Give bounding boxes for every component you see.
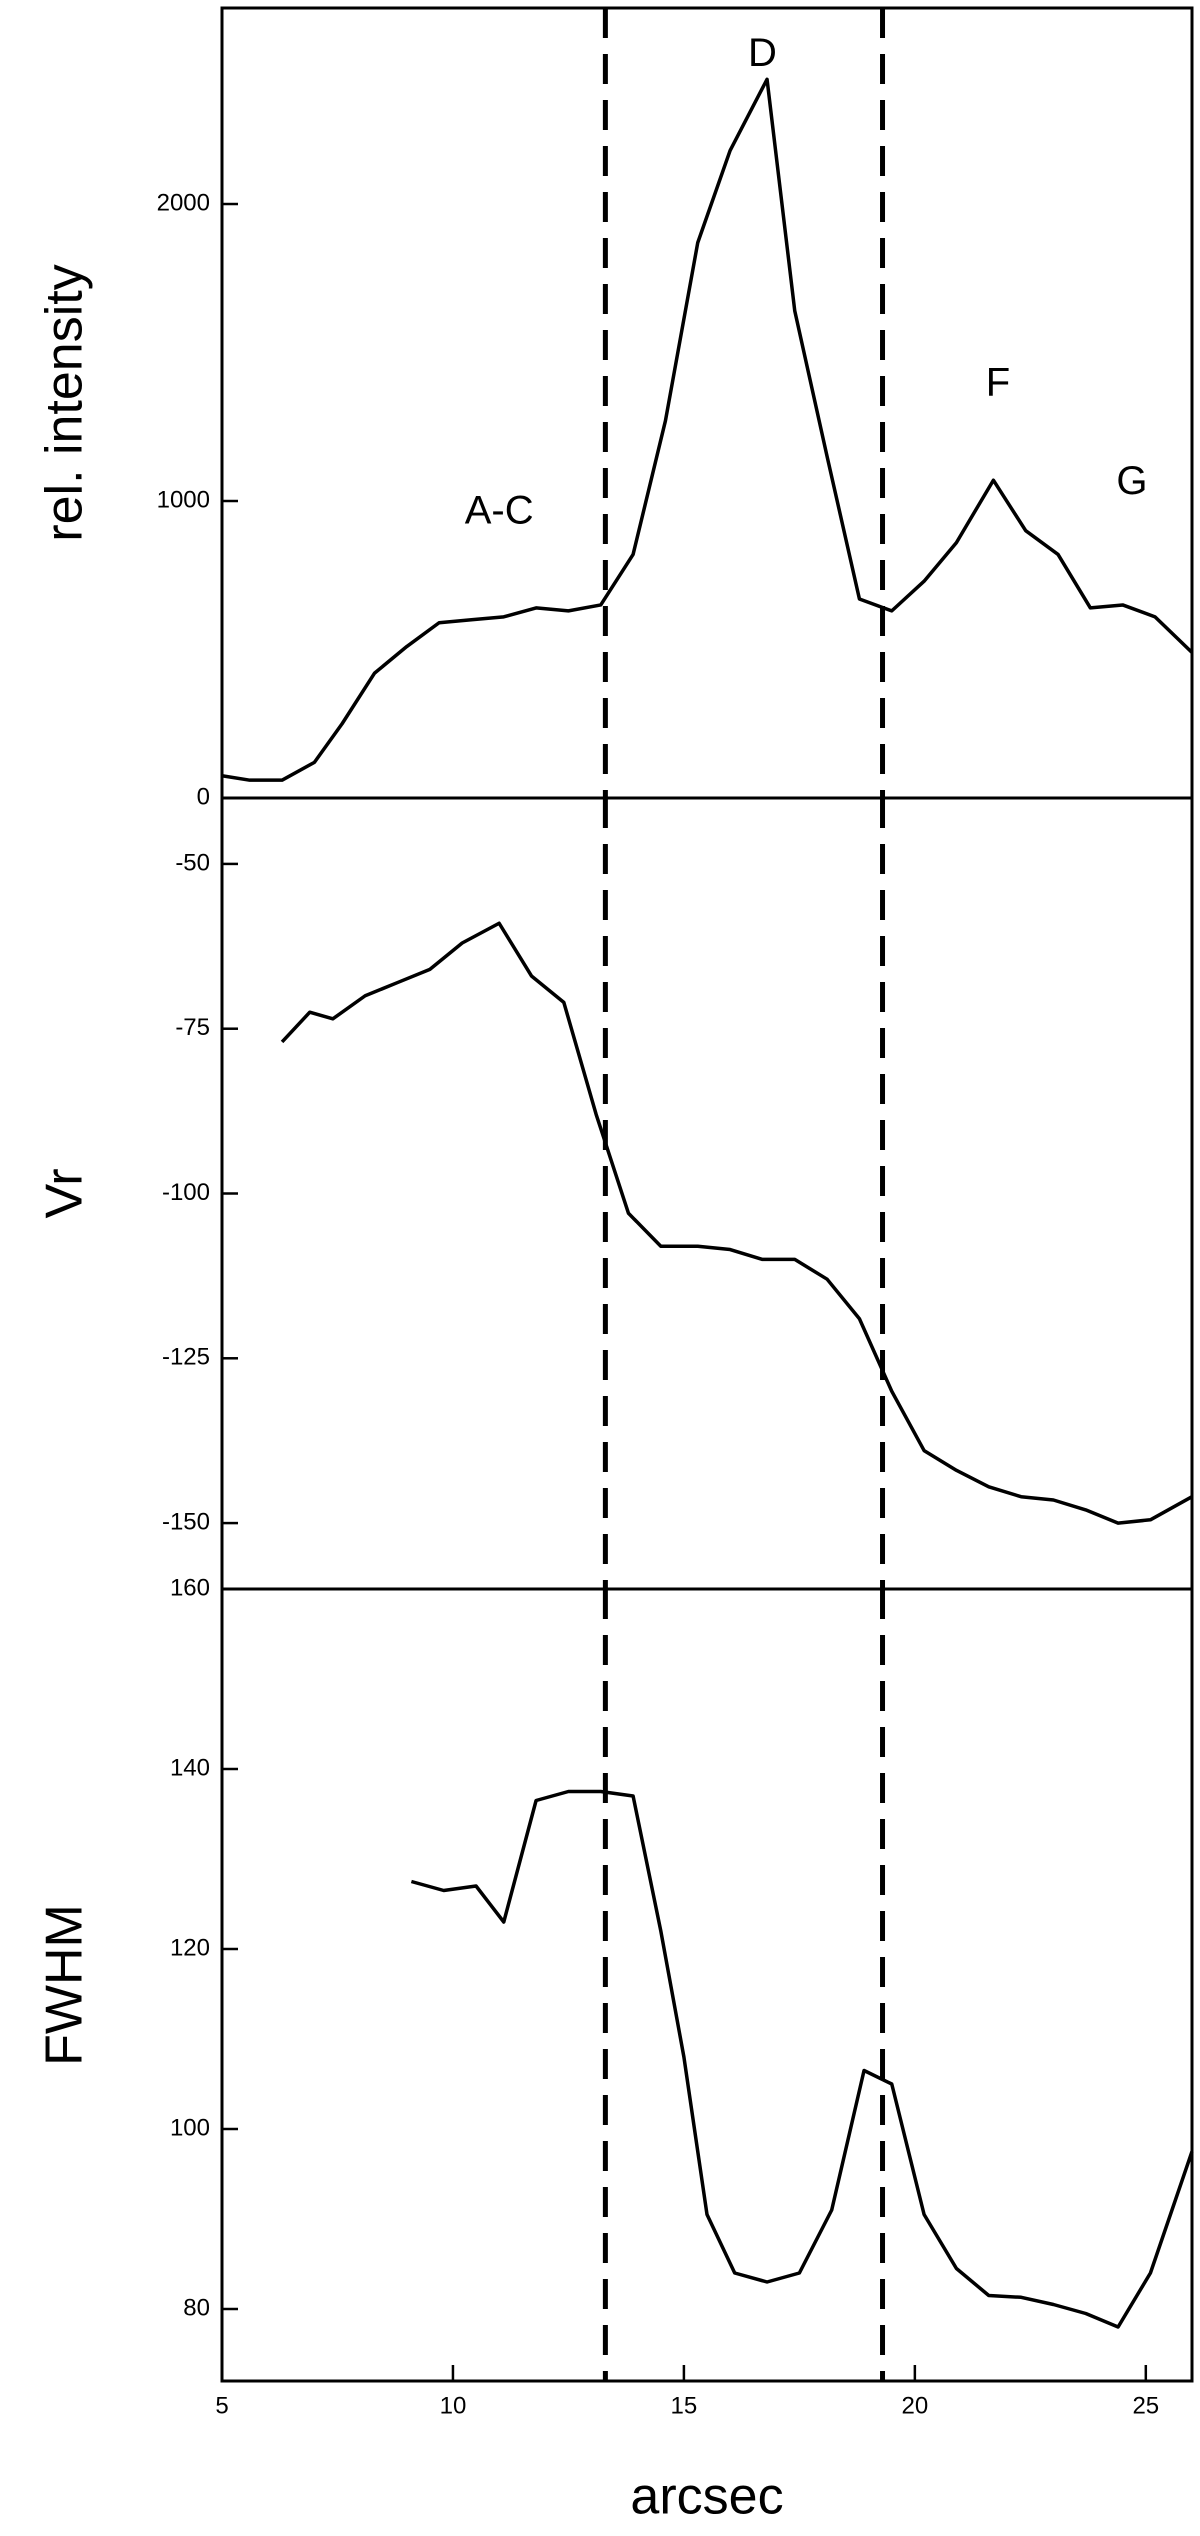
x-tick-label: 15 [671, 2392, 698, 2419]
y-axis-label: FWHM [36, 1904, 94, 2066]
y-tick-label: 0 [197, 783, 210, 810]
y-tick-label: 140 [170, 1754, 210, 1781]
y-tick-label: -100 [162, 1179, 210, 1206]
data-line [410, 1789, 1194, 2329]
x-tick-label: 5 [215, 2392, 228, 2419]
data-line [221, 77, 1194, 782]
y-tick-label: -125 [162, 1344, 210, 1371]
y-tick-label: -50 [175, 849, 210, 876]
annotation: D [748, 31, 777, 75]
data-line [280, 921, 1193, 1525]
x-tick-label: 20 [902, 2392, 929, 2419]
x-axis-label: arcsec [630, 2468, 783, 2526]
plot-frame [220, 6, 1194, 800]
annotation: A-C [465, 488, 534, 532]
x-tick-label: 10 [440, 2392, 467, 2419]
y-tick-label: 2000 [157, 189, 210, 216]
annotation: G [1116, 459, 1147, 503]
y-axis-label: Vr [36, 1168, 94, 1218]
y-tick-label: 80 [183, 2294, 210, 2321]
y-tick-label: 1000 [157, 486, 210, 513]
plot-frame [220, 796, 1194, 1591]
plot-frame [220, 1587, 1194, 2383]
annotation: F [986, 361, 1010, 405]
y-tick-label: 120 [170, 1934, 210, 1961]
y-tick-label: -150 [162, 1508, 210, 1535]
x-tick-label: 25 [1132, 2392, 1159, 2419]
y-tick-label: 100 [170, 2114, 210, 2141]
y-axis-label: rel. intensity [36, 264, 94, 541]
y-tick-label: 160 [170, 1574, 210, 1601]
y-tick-label: -75 [175, 1014, 210, 1041]
